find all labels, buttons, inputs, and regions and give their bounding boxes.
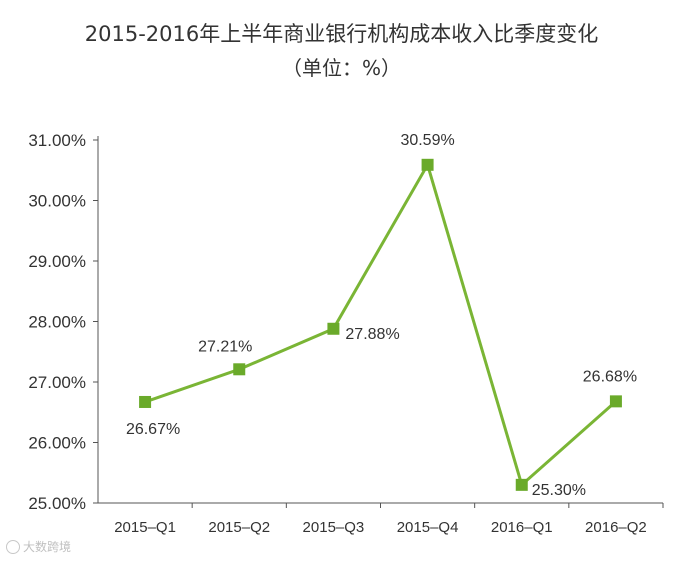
data-point-marker — [139, 395, 152, 408]
data-point-marker — [609, 395, 622, 408]
y-tick-label: 30.00% — [28, 192, 86, 211]
chart-subtitle: （单位：%） — [281, 56, 401, 80]
y-tick-label: 25.00% — [28, 494, 86, 513]
y-tick-label: 31.00% — [28, 131, 86, 150]
x-tick-label: 2015–Q2 — [208, 519, 270, 536]
x-tick-label: 2015–Q1 — [114, 519, 176, 536]
x-tick-label: 2016–Q1 — [491, 519, 553, 536]
y-tick-label: 27.00% — [28, 373, 86, 392]
data-label: 27.88% — [345, 326, 399, 343]
data-label: 30.59% — [400, 132, 454, 149]
y-tick-label: 28.00% — [28, 313, 86, 332]
watermark: 大数跨境 — [6, 538, 71, 555]
data-point-marker — [515, 478, 528, 491]
x-tick-label: 2016–Q2 — [585, 519, 647, 536]
chart-title: 2015-2016年上半年商业银行机构成本收入比季度变化 — [84, 22, 599, 46]
data-point-marker — [327, 322, 340, 335]
y-tick-label: 29.00% — [28, 252, 86, 271]
x-tick-label: 2015–Q4 — [397, 519, 459, 536]
watermark-logo-icon — [6, 539, 20, 554]
data-label: 26.67% — [126, 421, 180, 438]
data-label: 26.68% — [583, 368, 637, 385]
data-label: 25.30% — [532, 482, 586, 499]
watermark-text: 大数跨境 — [23, 540, 72, 554]
data-point-marker — [421, 158, 434, 171]
x-tick-label: 2015–Q3 — [303, 519, 365, 536]
series-line — [144, 161, 617, 488]
data-label: 27.21% — [198, 338, 252, 355]
y-tick-label: 26.00% — [28, 434, 86, 453]
data-point-marker — [233, 363, 246, 376]
